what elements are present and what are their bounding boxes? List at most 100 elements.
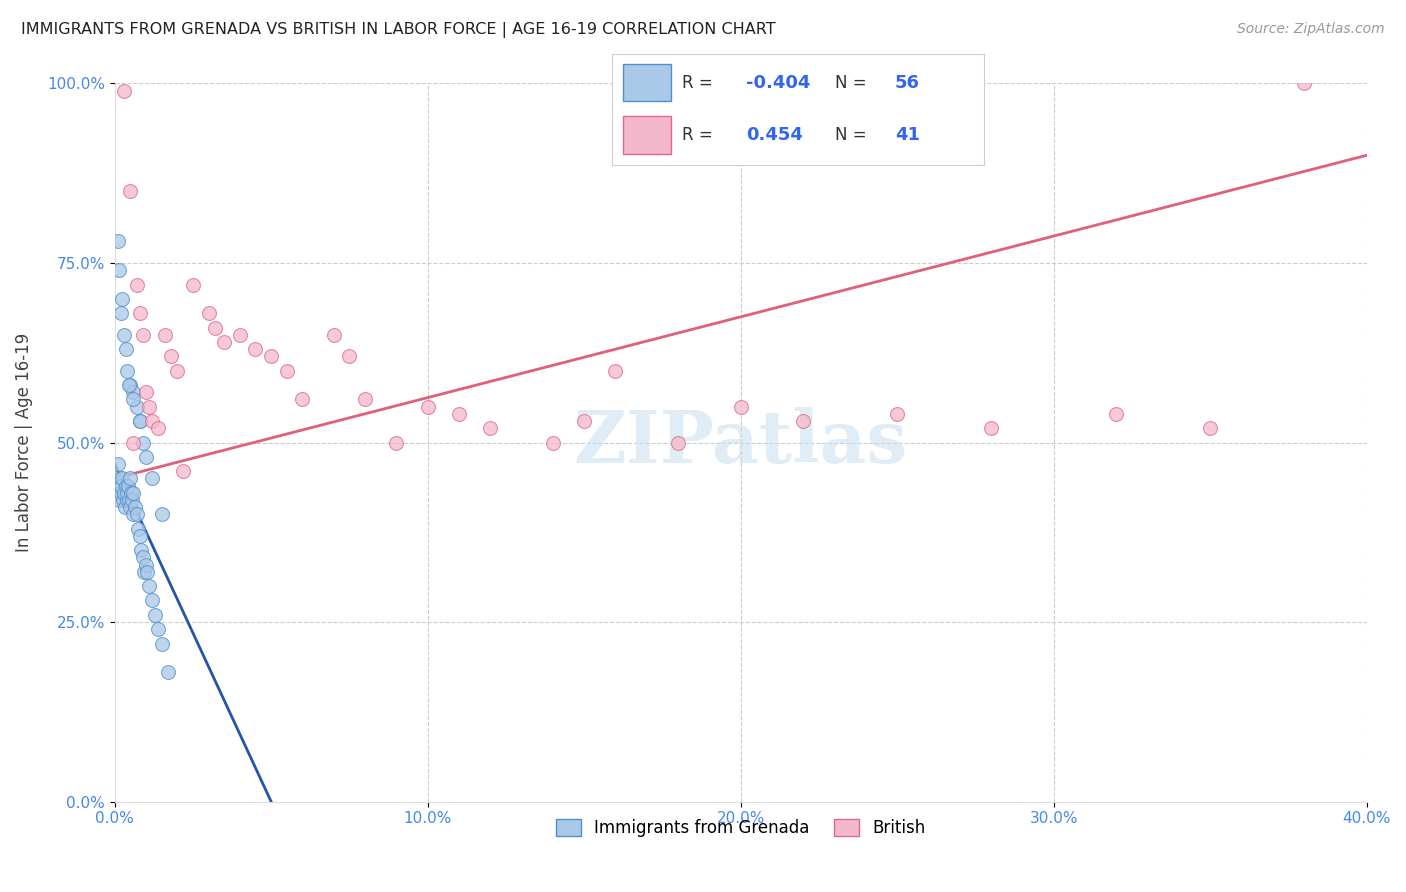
Text: ZIPatlas: ZIPatlas <box>574 407 908 478</box>
Point <box>122 435 145 450</box>
Point <box>120 471 142 485</box>
Point <box>114 500 136 515</box>
Point <box>127 522 149 536</box>
Point <box>339 349 361 363</box>
Point <box>122 485 145 500</box>
Point <box>138 579 160 593</box>
Point <box>416 400 439 414</box>
Point <box>138 400 160 414</box>
Point <box>117 478 139 492</box>
Point <box>886 407 908 421</box>
Point <box>112 327 135 342</box>
Text: 56: 56 <box>894 73 920 92</box>
Point <box>125 508 148 522</box>
Point <box>229 327 252 342</box>
Text: -0.404: -0.404 <box>745 73 810 92</box>
Point <box>107 478 129 492</box>
Point <box>143 607 166 622</box>
Point <box>132 550 155 565</box>
Point <box>110 306 132 320</box>
Point <box>122 385 145 400</box>
Point <box>125 277 148 292</box>
Point <box>110 478 132 492</box>
Point <box>141 471 163 485</box>
Point <box>108 263 131 277</box>
Text: N =: N = <box>835 126 872 144</box>
Point <box>107 235 129 249</box>
Point <box>141 414 163 428</box>
Point <box>160 349 183 363</box>
Point <box>120 485 142 500</box>
Point <box>197 306 219 320</box>
Point <box>148 421 170 435</box>
Point <box>153 327 176 342</box>
Point <box>204 320 226 334</box>
Point <box>105 485 128 500</box>
Point <box>111 292 134 306</box>
Point <box>115 492 138 507</box>
Point <box>129 543 152 558</box>
Text: IMMIGRANTS FROM GRENADA VS BRITISH IN LABOR FORCE | AGE 16-19 CORRELATION CHART: IMMIGRANTS FROM GRENADA VS BRITISH IN LA… <box>21 22 776 38</box>
Point <box>118 492 141 507</box>
Point <box>1199 421 1222 435</box>
Point <box>479 421 502 435</box>
Point <box>112 492 135 507</box>
Point <box>212 334 235 349</box>
Point <box>166 364 188 378</box>
Point <box>114 342 136 356</box>
Point <box>112 84 135 98</box>
Point <box>135 558 157 572</box>
Point <box>107 457 129 471</box>
Text: Source: ZipAtlas.com: Source: ZipAtlas.com <box>1237 22 1385 37</box>
Point <box>110 471 132 485</box>
Point <box>132 327 155 342</box>
Point <box>105 478 128 492</box>
Point <box>276 364 298 378</box>
Point <box>260 349 283 363</box>
Text: 0.454: 0.454 <box>745 126 803 144</box>
Point <box>156 665 179 680</box>
Point <box>132 435 155 450</box>
Point <box>181 277 204 292</box>
Point <box>150 508 173 522</box>
Legend: Immigrants from Grenada, British: Immigrants from Grenada, British <box>548 812 932 844</box>
Point <box>120 184 142 198</box>
Point <box>605 364 627 378</box>
Point <box>108 492 131 507</box>
Point <box>121 492 143 507</box>
Point <box>128 414 150 428</box>
Point <box>172 464 194 478</box>
Point <box>980 421 1002 435</box>
Point <box>1294 77 1316 91</box>
Point <box>111 471 134 485</box>
Point <box>128 306 150 320</box>
Point <box>141 593 163 607</box>
Point <box>110 485 132 500</box>
Point <box>150 637 173 651</box>
Point <box>114 478 136 492</box>
Point <box>115 364 138 378</box>
Point <box>136 565 159 579</box>
Point <box>128 529 150 543</box>
Point <box>1105 407 1128 421</box>
Point <box>118 378 141 392</box>
Point <box>112 485 135 500</box>
Point <box>572 414 595 428</box>
Point <box>291 392 314 407</box>
Point <box>128 414 150 428</box>
Point <box>730 400 752 414</box>
Point <box>322 327 344 342</box>
Y-axis label: In Labor Force | Age 16-19: In Labor Force | Age 16-19 <box>15 333 32 552</box>
Point <box>135 385 157 400</box>
Point <box>120 378 142 392</box>
Text: R =: R = <box>682 126 724 144</box>
Text: N =: N = <box>835 73 872 92</box>
Point <box>148 622 170 636</box>
Text: 41: 41 <box>894 126 920 144</box>
Point <box>792 414 814 428</box>
Point <box>134 565 156 579</box>
Text: R =: R = <box>682 73 718 92</box>
Point <box>135 450 157 464</box>
Point <box>115 485 138 500</box>
Point <box>125 400 148 414</box>
